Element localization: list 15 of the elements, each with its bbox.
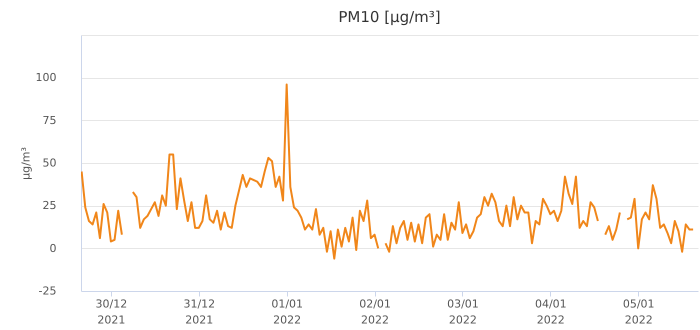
x-tick-label: 03/01 2022 (447, 298, 479, 326)
y-tick-label: -25 (38, 284, 56, 298)
chart-title: PM10 [µg/m³] (338, 8, 441, 26)
y-tick-label: 100 (36, 71, 56, 84)
x-tick-label: 01/01 2022 (271, 298, 304, 326)
y-tick-label: 50 (42, 156, 56, 170)
x-tick-label: 31/12 2021 (183, 298, 216, 326)
y-tick-label: 75 (42, 114, 56, 127)
y-axis-title: µg/m³ (20, 147, 33, 180)
x-tick-label: 30/12 2021 (96, 298, 128, 326)
x-tick-label: 02/01 2022 (359, 298, 391, 326)
x-tick-label: 05/01 2022 (622, 298, 655, 326)
x-tick-label: 04/01 2022 (534, 298, 567, 326)
y-tick-label: 0 (50, 242, 56, 255)
y-tick-label: 25 (42, 199, 56, 212)
